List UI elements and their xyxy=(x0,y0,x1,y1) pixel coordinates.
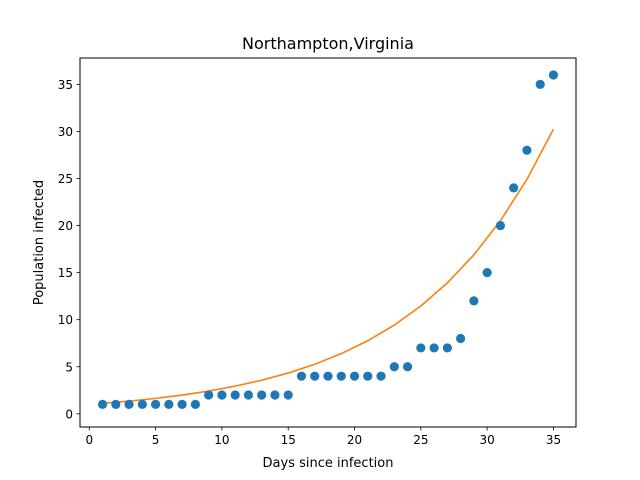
data-point xyxy=(456,333,466,344)
data-point xyxy=(363,371,373,381)
data-point xyxy=(177,399,187,410)
data-point xyxy=(204,390,214,400)
data-point xyxy=(190,399,200,410)
data-point xyxy=(270,390,280,400)
data-point xyxy=(137,399,147,410)
scatter-layer xyxy=(97,70,559,410)
data-point xyxy=(111,399,121,410)
y-tick-label: 10 xyxy=(58,313,73,327)
fit-line-layer xyxy=(102,128,555,405)
data-point xyxy=(376,371,386,381)
data-point xyxy=(230,390,240,400)
data-point xyxy=(349,371,360,381)
data-point xyxy=(97,399,108,410)
data-point xyxy=(164,399,174,410)
y-axis: 0 5 10 15 20 25 30 35 xyxy=(58,78,80,421)
y-tick-label: 35 xyxy=(58,78,73,92)
data-point xyxy=(124,399,134,410)
y-tick-label: 25 xyxy=(58,172,73,186)
data-point xyxy=(150,399,161,410)
data-point xyxy=(389,362,399,372)
data-point xyxy=(548,70,559,80)
chart-title: Northampton,Virginia xyxy=(242,34,414,53)
data-point xyxy=(429,343,439,353)
data-point xyxy=(402,362,413,372)
data-point xyxy=(535,79,545,89)
data-point xyxy=(336,371,346,381)
fit-line xyxy=(102,128,555,405)
data-point xyxy=(310,371,320,381)
x-tick-label: 0 xyxy=(85,433,93,447)
x-tick-label: 30 xyxy=(480,433,495,447)
y-axis-label: Population infected xyxy=(32,180,47,305)
x-tick-label: 15 xyxy=(281,433,296,447)
data-point xyxy=(442,343,452,353)
data-point xyxy=(257,390,267,400)
y-tick-label: 0 xyxy=(65,407,73,421)
x-tick-label: 35 xyxy=(546,433,561,447)
x-tick-label: 25 xyxy=(413,433,428,447)
x-tick-label: 20 xyxy=(347,433,362,447)
data-point xyxy=(217,390,227,400)
data-point xyxy=(509,183,519,193)
data-point xyxy=(416,343,426,353)
x-axis-label: Days since infection xyxy=(263,456,394,471)
y-tick-label: 5 xyxy=(65,360,73,374)
x-axis: 0 5 10 15 20 25 30 35 xyxy=(85,427,561,447)
data-point xyxy=(283,390,293,400)
y-tick-label: 20 xyxy=(58,219,73,233)
data-point xyxy=(522,145,532,155)
data-point xyxy=(243,390,254,400)
data-point xyxy=(296,371,307,381)
y-tick-label: 15 xyxy=(58,266,73,280)
data-point xyxy=(482,268,492,278)
plot-area xyxy=(79,57,577,428)
data-point xyxy=(495,220,506,231)
x-tick-label: 10 xyxy=(214,433,229,447)
x-tick-label: 5 xyxy=(152,433,160,447)
data-point xyxy=(469,296,479,306)
y-tick-label: 30 xyxy=(58,125,73,139)
data-point xyxy=(323,371,333,381)
